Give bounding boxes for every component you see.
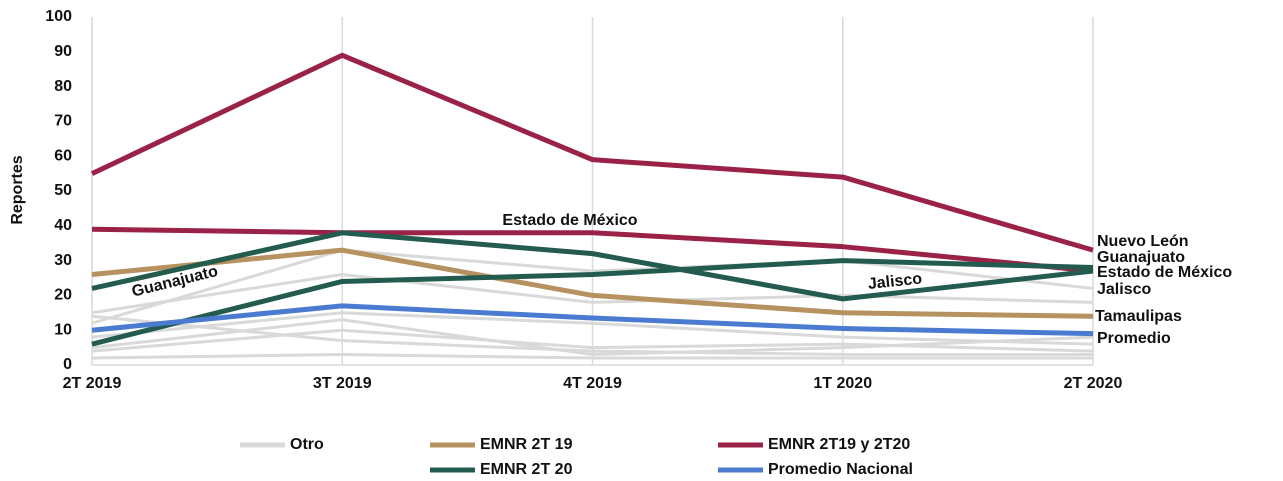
series-line (91, 226, 1094, 274)
series-line (91, 303, 1094, 337)
legend-label: Otro (290, 436, 324, 453)
legend-label: EMNR 2T 19 (480, 436, 573, 453)
annotation: Jalisco (867, 270, 923, 293)
series-line (91, 230, 1094, 302)
annotation: Estado de México (1097, 264, 1232, 281)
legend-label: Promedio Nacional (768, 461, 913, 478)
annotation: Estado de México (502, 212, 637, 229)
series-line (91, 353, 1093, 360)
annotation: Tamaulipas (1095, 308, 1182, 325)
y-tick-label: 10 (54, 321, 72, 338)
series-line (91, 258, 1094, 347)
y-tick-label: 90 (54, 43, 72, 60)
legend-label: EMNR 2T19 y 2T20 (768, 436, 910, 453)
y-tick-label: 30 (54, 252, 72, 269)
series-line (91, 328, 1094, 353)
series-line (91, 311, 1094, 346)
annotation: Guanajuato (1097, 249, 1185, 266)
x-tick-label: 2T 2020 (1064, 375, 1123, 392)
y-tick-label: 20 (54, 287, 72, 304)
series-line (91, 318, 1094, 357)
y-tick-label: 70 (54, 113, 72, 130)
y-tick-label: 60 (54, 147, 72, 164)
y-tick-label: 0 (63, 356, 72, 373)
series-line (91, 273, 1094, 315)
annotation: Nuevo León (1097, 233, 1189, 250)
y-tick-label: 80 (54, 78, 72, 95)
series-line (91, 247, 1094, 319)
x-tick-label: 1T 2020 (813, 375, 872, 392)
legend-label: EMNR 2T 20 (480, 461, 573, 478)
y-tick-label: 40 (54, 217, 72, 234)
series-line (91, 248, 1094, 325)
series-line (91, 314, 1093, 357)
x-tick-label: 3T 2019 (313, 375, 372, 392)
x-tick-label: 2T 2019 (63, 375, 122, 392)
annotation: Jalisco (1097, 281, 1151, 298)
y-tick-label: 50 (54, 182, 72, 199)
series-line (90, 52, 1094, 253)
y-axis-label: Reportes (9, 155, 26, 224)
y-tick-label: 100 (45, 8, 72, 25)
annotation: Promedio (1097, 330, 1171, 347)
x-tick-label: 4T 2019 (563, 375, 622, 392)
